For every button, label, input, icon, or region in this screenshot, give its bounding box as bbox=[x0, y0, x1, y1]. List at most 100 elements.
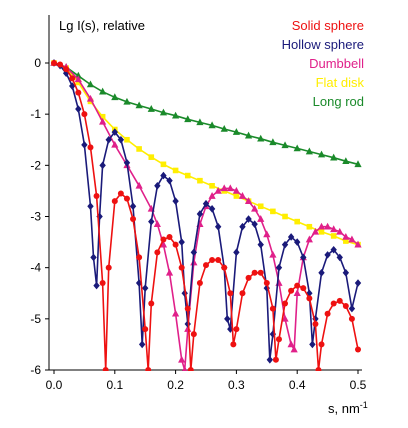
y-tick-label: -1 bbox=[30, 107, 41, 121]
data-point bbox=[75, 90, 81, 96]
data-point bbox=[221, 265, 227, 271]
data-point bbox=[294, 289, 301, 296]
data-point bbox=[160, 237, 166, 243]
data-point bbox=[319, 229, 325, 235]
data-point bbox=[167, 234, 173, 240]
data-point bbox=[273, 357, 279, 363]
data-point bbox=[215, 223, 221, 231]
data-point bbox=[99, 162, 105, 170]
data-point bbox=[57, 62, 63, 68]
data-point bbox=[148, 218, 154, 226]
data-point bbox=[94, 193, 100, 199]
data-point bbox=[234, 193, 240, 199]
data-point bbox=[188, 367, 194, 373]
data-point bbox=[161, 162, 167, 168]
y-tick-label: -5 bbox=[30, 312, 41, 326]
data-point bbox=[124, 137, 130, 143]
x-tick-label: 0.4 bbox=[289, 378, 306, 392]
data-point bbox=[203, 262, 209, 268]
data-point bbox=[267, 356, 273, 364]
y-tick-label: -4 bbox=[30, 261, 41, 275]
data-point bbox=[178, 238, 184, 246]
data-point bbox=[81, 141, 87, 149]
data-point bbox=[227, 290, 233, 296]
data-point bbox=[288, 288, 294, 294]
data-point bbox=[318, 269, 324, 277]
data-point bbox=[239, 290, 245, 296]
legend-entry-dumbbell: Dumbbell bbox=[309, 56, 364, 71]
y-tick-label: -6 bbox=[30, 363, 41, 377]
y-tick-label: -3 bbox=[30, 210, 41, 224]
data-point bbox=[233, 326, 239, 332]
data-point bbox=[343, 303, 349, 309]
data-point bbox=[172, 310, 179, 317]
data-point bbox=[224, 315, 230, 323]
data-point bbox=[142, 284, 148, 292]
data-point bbox=[275, 279, 282, 286]
data-point bbox=[294, 283, 300, 289]
data-point bbox=[270, 306, 276, 312]
data-point bbox=[100, 280, 106, 286]
data-point bbox=[166, 269, 173, 276]
data-point bbox=[118, 190, 124, 196]
data-point bbox=[209, 183, 215, 189]
data-point bbox=[124, 196, 130, 202]
data-point bbox=[319, 341, 325, 347]
x-axis-title-superscript: -1 bbox=[360, 400, 368, 410]
data-point bbox=[106, 265, 112, 271]
data-point bbox=[139, 341, 145, 349]
data-point bbox=[87, 80, 94, 87]
data-point bbox=[258, 241, 264, 249]
data-point bbox=[349, 305, 355, 313]
data-point bbox=[136, 146, 142, 152]
data-point bbox=[90, 254, 96, 262]
data-point bbox=[325, 311, 331, 317]
data-point bbox=[331, 233, 337, 239]
data-point bbox=[173, 242, 179, 248]
data-point bbox=[103, 367, 109, 373]
data-point bbox=[185, 306, 191, 312]
data-point bbox=[288, 340, 295, 347]
data-point bbox=[191, 331, 197, 337]
legend-entry-long-rod: Long rod bbox=[313, 94, 364, 109]
legend-entry-flat-disk: Flat disk bbox=[316, 75, 365, 90]
data-point bbox=[269, 251, 276, 258]
data-point bbox=[312, 321, 318, 327]
data-point bbox=[173, 168, 179, 174]
legend-entry-hollow-sphere: Hollow sphere bbox=[282, 37, 364, 52]
data-point bbox=[87, 144, 93, 150]
y-tick-label: 0 bbox=[34, 56, 41, 70]
data-point bbox=[179, 265, 185, 271]
data-point bbox=[258, 203, 264, 209]
data-point bbox=[282, 214, 288, 220]
data-point bbox=[209, 257, 215, 263]
x-axis-title: s, nm-1 bbox=[328, 400, 368, 416]
data-point bbox=[270, 209, 276, 215]
data-point bbox=[75, 105, 81, 113]
data-point bbox=[294, 219, 300, 225]
data-point bbox=[337, 298, 343, 304]
data-point bbox=[197, 280, 203, 286]
data-point bbox=[307, 224, 313, 230]
data-point bbox=[185, 173, 191, 179]
data-point bbox=[263, 230, 270, 237]
data-point bbox=[63, 66, 69, 72]
data-point bbox=[178, 356, 185, 363]
data-point bbox=[51, 60, 57, 66]
data-point bbox=[315, 367, 321, 373]
data-point bbox=[181, 366, 188, 373]
data-point bbox=[154, 220, 161, 227]
data-point bbox=[142, 326, 148, 332]
data-point bbox=[258, 270, 264, 276]
data-point bbox=[145, 367, 151, 373]
data-point bbox=[355, 279, 361, 287]
data-point bbox=[282, 300, 288, 306]
x-tick-label: 0.2 bbox=[167, 378, 184, 392]
data-point bbox=[197, 178, 203, 184]
data-point bbox=[355, 347, 361, 353]
x-axis-title-text: s, nm bbox=[328, 401, 360, 416]
x-tick-label: 0.3 bbox=[228, 378, 245, 392]
data-point bbox=[252, 270, 258, 276]
data-point bbox=[154, 249, 160, 255]
